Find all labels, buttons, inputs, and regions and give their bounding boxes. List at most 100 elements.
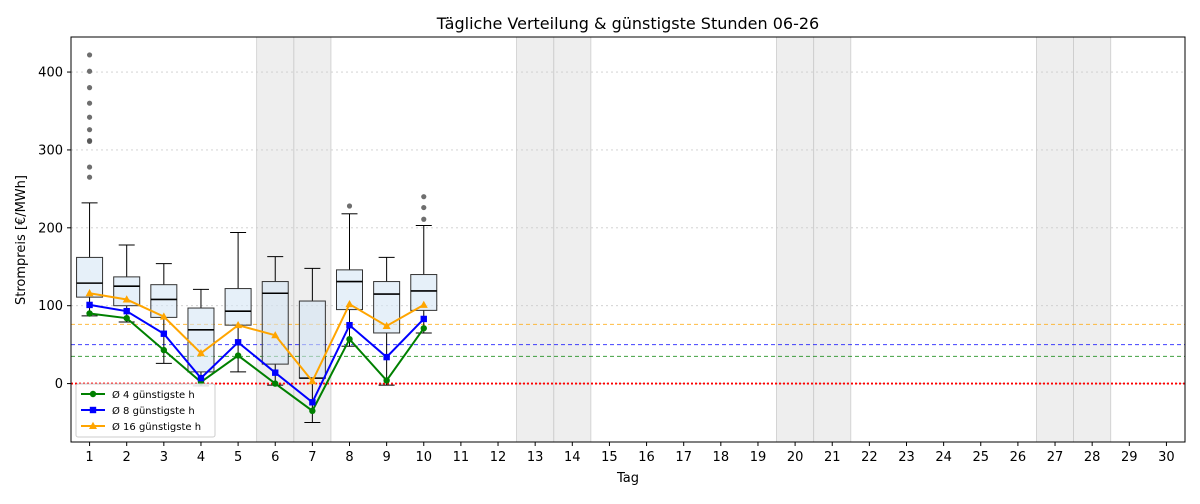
weekend-band-28	[1073, 36, 1112, 443]
y-axis-label: Strompreis [€/MWh]	[14, 175, 29, 305]
x-tick-label-11: 11	[453, 450, 470, 465]
x-tick-label-1: 1	[85, 450, 93, 465]
series-1-point-6	[272, 369, 279, 376]
outlier-day-10-1	[421, 204, 427, 211]
legend-label-4-g-nstigste-h: Ø 4 günstigste h	[112, 389, 195, 401]
x-tick-label-20: 20	[787, 450, 804, 465]
series-2-point-1	[85, 289, 94, 297]
series-2-point-8	[345, 299, 354, 308]
series-1-point-5	[234, 339, 242, 346]
y-tick-label-200: 200	[38, 221, 63, 236]
series-1-point-1	[86, 301, 93, 309]
x-tick-label-14: 14	[564, 450, 581, 465]
x-tick-label-29: 29	[1121, 450, 1138, 465]
series-0-point-3	[160, 346, 168, 354]
x-tick-label-9: 9	[382, 450, 390, 465]
series-2-point-7	[308, 377, 317, 385]
series-2-point-9	[382, 321, 391, 329]
series-2-point-2	[122, 295, 131, 303]
x-tick-label-4: 4	[197, 450, 205, 465]
series-1-point-7	[309, 399, 316, 406]
outlier-day-1-4	[86, 127, 93, 133]
series-group	[85, 289, 428, 415]
legend-marker-1	[89, 406, 97, 414]
series-0-point-9	[383, 377, 390, 384]
legend: Ø 4 günstigste h Ø 8 günstigste h Ø 16 gün…	[75, 383, 216, 438]
outlier-day-1-0	[86, 174, 93, 180]
series-2-point-6	[271, 331, 280, 339]
series-0-point-8	[346, 335, 353, 343]
legend-label-8-g-nstigste-h: Ø 8 günstigste h	[112, 405, 195, 417]
y-tick-label-300: 300	[38, 143, 63, 158]
series-2-point-10	[419, 300, 428, 308]
outlier-day-1-5	[86, 114, 93, 120]
x-tick-label-23: 23	[898, 450, 915, 465]
x-tick-label-3: 3	[160, 450, 168, 465]
legend-marker-2	[89, 421, 97, 429]
x-tick-label-12: 12	[490, 450, 507, 465]
y-tick-label-400: 400	[38, 66, 63, 81]
series-0-point-7	[309, 407, 316, 415]
x-tick-label-26: 26	[1010, 450, 1027, 465]
y-tick-label-100: 100	[38, 299, 63, 314]
weekend-band-13	[516, 36, 555, 443]
x-tick-label-19: 19	[750, 450, 767, 465]
series-1-point-4	[197, 374, 205, 382]
series-2-point-3	[159, 312, 168, 320]
x-tick-label-13: 13	[527, 450, 544, 465]
weekend-band-27	[1036, 36, 1075, 443]
x-tick-label-18: 18	[713, 450, 730, 465]
y-tick-label-0: 0	[55, 377, 63, 392]
series-0-point-2	[123, 314, 130, 322]
x-tick-label-22: 22	[861, 450, 878, 465]
x-tick-label-7: 7	[308, 450, 316, 465]
series-0-point-5	[234, 352, 242, 359]
x-tick-label-21: 21	[824, 450, 841, 465]
x-tick-label-25: 25	[972, 450, 989, 465]
series-1-point-2	[123, 307, 130, 315]
series-1-point-3	[160, 330, 168, 337]
x-tick-label-15: 15	[601, 450, 618, 465]
legend-label-16-g-nstigste-h: Ø 16 günstigste h	[112, 421, 201, 433]
x-tick-label-10: 10	[415, 450, 432, 465]
series-line-1	[89, 303, 425, 404]
x-tick-label-2: 2	[123, 450, 131, 465]
outlier-day-8-0	[346, 203, 353, 209]
x-tick-label-28: 28	[1084, 450, 1101, 465]
series-2-point-4	[196, 349, 205, 357]
x-tick-label-6: 6	[271, 450, 279, 465]
x-tick-label-16: 16	[638, 450, 655, 465]
plot-frame	[70, 36, 1186, 443]
chart-title: Tägliche Verteilung & günstigste Stunden…	[436, 14, 819, 33]
legend-box	[75, 383, 216, 438]
x-tick-label-5: 5	[234, 450, 242, 465]
series-1-point-9	[383, 353, 390, 361]
series-0-point-6	[272, 380, 279, 387]
x-tick-label-8: 8	[345, 450, 353, 465]
axes-group: 1 2 3 4 5 6 7 8 9 10 11 12 13 14 15 16 17 18 19 20 21 22 23 24 2…	[38, 66, 1175, 465]
outlier-day-1-1	[86, 164, 93, 170]
outlier-day-1-9	[86, 52, 93, 58]
series-line-2	[89, 292, 425, 384]
series-0-point-10	[420, 325, 427, 332]
legend-marker-0	[89, 390, 97, 398]
series-0-point-1	[86, 310, 93, 317]
series-1-point-10	[420, 315, 427, 323]
outlier-day-1-8	[86, 68, 93, 74]
outlier-day-1-6	[86, 100, 93, 106]
box-day-5	[224, 288, 252, 326]
x-axis-label: Tag	[616, 471, 639, 486]
outlier-day-1-3	[86, 137, 93, 144]
weekend-band-20	[776, 36, 815, 443]
box-day-7	[298, 300, 326, 379]
weekend-band-14	[553, 36, 592, 443]
box-day-6	[261, 281, 289, 365]
outlier-day-1-7	[86, 85, 93, 91]
outlier-day-10-2	[421, 194, 427, 200]
x-tick-label-24: 24	[935, 450, 952, 465]
x-tick-label-17: 17	[675, 450, 692, 465]
box-day-4	[187, 307, 215, 373]
series-line-0	[89, 312, 425, 413]
